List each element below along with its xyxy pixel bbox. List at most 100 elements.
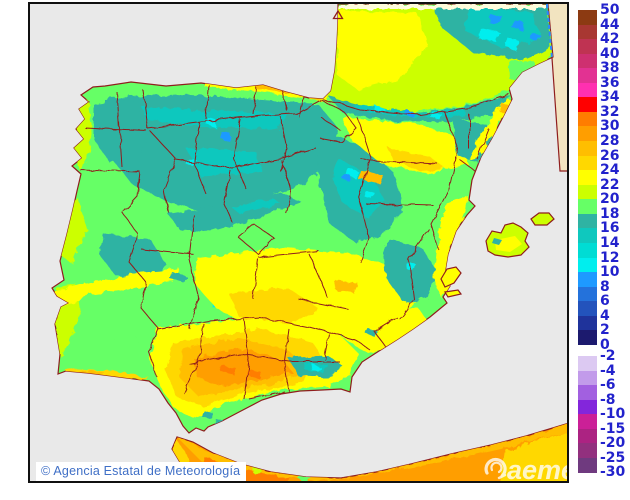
temperature-region [337, 10, 428, 90]
legend-segment [578, 385, 597, 401]
temperature-region [509, 60, 535, 80]
legend-label: 4 [600, 307, 610, 324]
legend-segment [578, 428, 597, 444]
legend-label: 36 [600, 74, 620, 91]
legend-segment [578, 286, 597, 302]
legend-segment [578, 443, 597, 459]
island-menorca [530, 212, 555, 226]
temperature-region [142, 107, 288, 129]
attribution: © Agencia Estatal de Meteorología [36, 462, 247, 481]
legend-label: 16 [600, 220, 620, 237]
legend-label: 50 [600, 2, 620, 18]
temperature-region [338, 4, 545, 9]
legend-segment [578, 315, 597, 331]
legend-segment [578, 39, 597, 55]
legend-label: 38 [600, 60, 620, 77]
legend-segment [578, 82, 597, 98]
legend-label: 2 [600, 322, 610, 339]
legend-label: 0 [600, 336, 610, 353]
legend-label: 14 [600, 234, 620, 251]
legend-label: 30 [600, 118, 620, 135]
legend-label: 26 [600, 147, 620, 164]
domain-boundary-dashed [546, 4, 553, 59]
temperature-region [530, 32, 541, 42]
aemet-watermark: aemet [484, 455, 567, 481]
temperature-region [94, 99, 150, 163]
legend-segment [578, 242, 597, 258]
legend-segment [578, 53, 597, 69]
temperature-region [186, 148, 262, 176]
legend-label: 24 [600, 162, 620, 179]
legend-segment [578, 228, 597, 244]
temperature-region [332, 158, 384, 218]
legend-label: 10 [600, 264, 620, 281]
legend-label: 40 [600, 45, 620, 62]
legend-segment [578, 199, 597, 215]
legend-segment [578, 356, 597, 372]
legend-label: 6 [600, 293, 610, 310]
legend-label: 12 [600, 249, 620, 266]
temperature-region [469, 98, 513, 161]
attribution-text: © Agencia Estatal de Meteorología [41, 464, 241, 478]
legend-label: 42 [600, 31, 620, 48]
temperature-region [220, 132, 232, 141]
temperature-region [248, 370, 262, 378]
legend-segment [578, 184, 597, 200]
legend-label: 20 [600, 191, 620, 208]
province-borders [79, 84, 510, 400]
legend-segment [578, 370, 597, 386]
legend-segment [578, 141, 597, 157]
temperature-region [220, 365, 236, 374]
temperature-region [333, 280, 358, 293]
legend-label: -30 [600, 464, 626, 481]
aemet-watermark-text: aemet [507, 455, 567, 481]
temperature-region [405, 110, 414, 117]
legend-segment [578, 399, 597, 415]
legend-label: 28 [600, 133, 620, 150]
temperature-region [170, 272, 186, 282]
legend-segment [578, 10, 597, 26]
legend-segment [578, 24, 597, 40]
legend-segment [578, 257, 597, 273]
legend-label: -25 [600, 449, 626, 466]
legend-label: -15 [600, 420, 626, 437]
legend-label: -20 [600, 435, 626, 452]
legend-label: 34 [600, 89, 620, 106]
island-formentera [444, 289, 463, 298]
temperature-region [342, 174, 351, 181]
island-ibiza [440, 266, 462, 288]
temperature-region [478, 28, 500, 42]
temperature-map: aemet [51, 4, 567, 481]
legend-label: -8 [600, 391, 616, 408]
summit-marker [332, 9, 344, 20]
legend-segment [578, 97, 597, 113]
aemet-logo-icon [484, 457, 507, 480]
legend-segment [578, 68, 597, 84]
legend-label: -10 [600, 406, 626, 423]
legend-label: 44 [600, 16, 620, 33]
temperature-region [364, 190, 375, 199]
temperature-region [511, 20, 524, 30]
temperature-region [388, 148, 446, 171]
legend-segment [578, 213, 597, 229]
legend-segment [578, 111, 597, 127]
legend-label: 18 [600, 205, 620, 222]
temperature-region [488, 14, 502, 24]
temperature-region [201, 410, 213, 419]
legend-segment [578, 155, 597, 171]
temperature-region [492, 238, 502, 245]
temperature-region [232, 198, 280, 214]
legend-label: 8 [600, 278, 610, 295]
legend-label: -4 [600, 362, 616, 379]
legend-segment [578, 126, 597, 142]
legend-segment [578, 272, 597, 288]
temperature-region [54, 269, 180, 306]
legend-segment [578, 457, 597, 473]
temperature-region [505, 38, 520, 50]
legend-label: -6 [600, 377, 616, 394]
temperature-region [253, 468, 263, 475]
legend-segment [578, 330, 597, 346]
temperature-region [95, 335, 145, 372]
legend-label: 22 [600, 176, 620, 193]
